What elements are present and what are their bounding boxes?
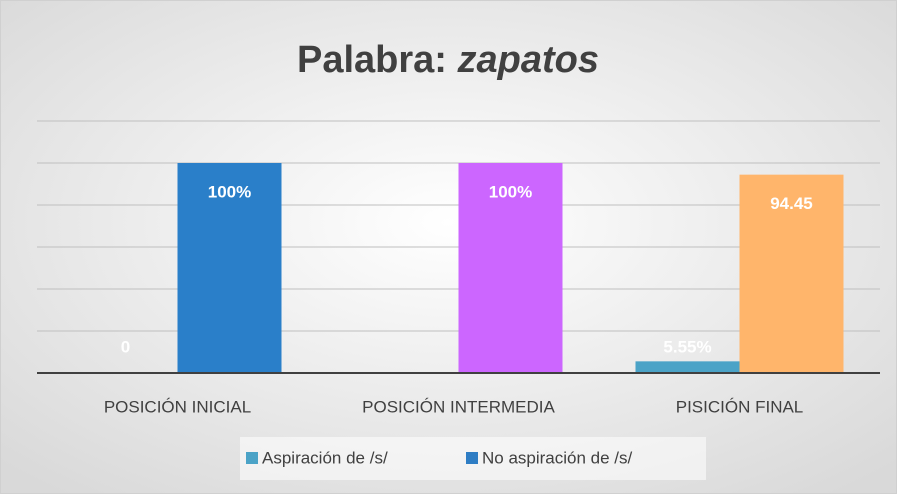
data-label: 100% <box>208 182 251 201</box>
legend-label: No aspiración de /s/ <box>482 448 633 467</box>
title-text: Palabra: <box>297 39 447 81</box>
data-label: 0 <box>121 337 130 356</box>
bar <box>739 174 844 373</box>
data-label: 5.55% <box>663 337 711 356</box>
x-tick-label: PISICIÓN FINAL <box>676 397 804 416</box>
bar <box>177 163 282 373</box>
legend-swatch <box>466 452 478 464</box>
x-tick-label: POSICIÓN INTERMEDIA <box>362 397 555 416</box>
bar <box>635 361 740 373</box>
legend-label: Aspiración de /s/ <box>262 448 388 467</box>
data-label: 94.45 <box>770 194 813 213</box>
data-label: 100% <box>489 182 532 201</box>
x-tick-label: POSICIÓN INICIAL <box>104 397 251 416</box>
title-emphasis: zapatos <box>457 39 599 81</box>
legend-swatch <box>246 452 258 464</box>
bar <box>458 163 563 373</box>
chart-title: Palabra: zapatos <box>297 39 599 81</box>
